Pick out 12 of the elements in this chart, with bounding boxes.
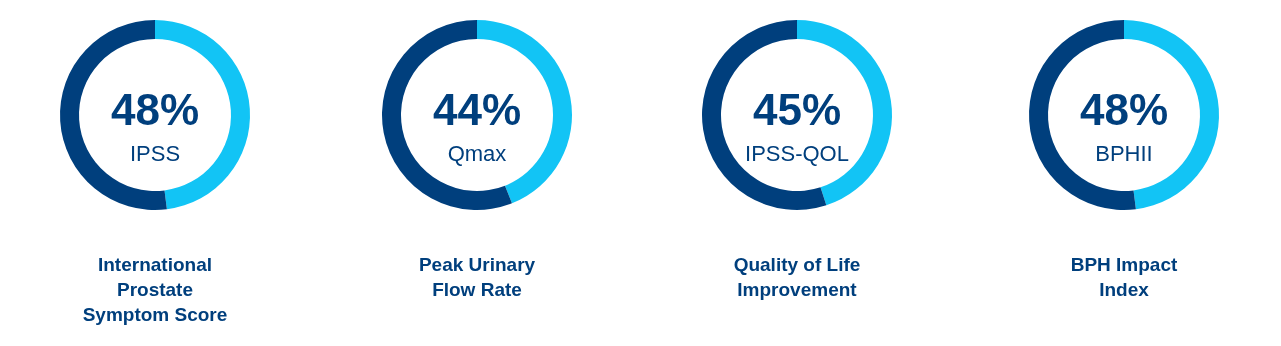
slice-label: IPSS-QOL	[745, 141, 849, 167]
data-label: 48%	[1079, 85, 1169, 135]
slice-label: BPHII	[1095, 141, 1153, 167]
text: Peak Urinary Flow Rate	[417, 253, 537, 302]
slice-label: IPSS	[129, 141, 181, 167]
data-label: 45%	[752, 85, 842, 135]
text: Quality of Life Improvement	[732, 253, 862, 302]
text: BPH Impact Index	[1069, 253, 1179, 302]
text: International Prostate Symptom Score	[81, 253, 229, 327]
data-label: 48%	[110, 85, 200, 135]
data-label: 44%	[432, 85, 522, 135]
slice-label: Qmax	[447, 141, 507, 167]
